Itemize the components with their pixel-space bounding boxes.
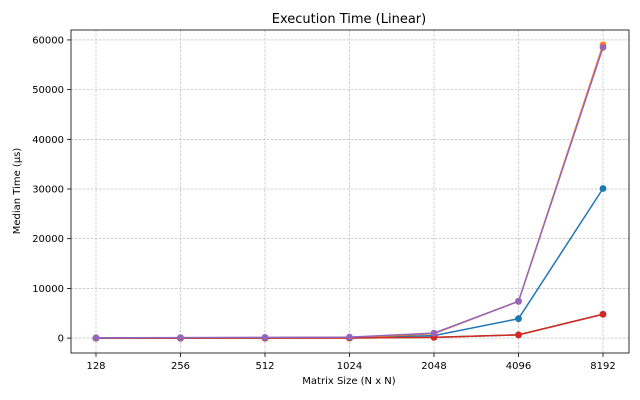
x-tick-label: 128 — [86, 361, 105, 372]
x-tick-label: 8192 — [590, 361, 615, 372]
plot-frame — [70, 29, 630, 354]
data-point — [430, 329, 438, 337]
x-tick-label: 512 — [255, 361, 274, 372]
y-tick-label: 60000 — [32, 35, 64, 46]
data-point — [515, 315, 522, 323]
data-point — [515, 297, 522, 305]
ticks-layer: 128 256 512 1024 2048 4096 8192 0 10000 20000 3000… — [32, 35, 616, 372]
x-tick-label: 2048 — [421, 361, 446, 372]
y-tick-label: 30000 — [32, 185, 64, 196]
y-tick-label: 20000 — [32, 234, 64, 245]
data-point — [261, 333, 269, 341]
y-tick-label: 0 — [58, 334, 64, 345]
y-tick-label: 50000 — [32, 85, 64, 96]
data-point — [177, 334, 184, 341]
series-layer — [92, 41, 607, 342]
chart-title: Execution Time (Linear) — [272, 12, 426, 27]
y-axis-label: Median Time (µs) — [12, 148, 23, 235]
x-tick-label: 1024 — [337, 361, 362, 372]
y-tick-label: 40000 — [32, 135, 64, 146]
data-point — [599, 185, 607, 192]
y-tick-label: 10000 — [32, 284, 64, 295]
data-point — [92, 334, 100, 342]
data-point — [515, 331, 522, 339]
grid-layer — [71, 30, 629, 353]
data-point — [599, 310, 607, 318]
x-axis-label: Matrix Size (N x N) — [302, 376, 396, 387]
data-point — [599, 43, 607, 51]
data-point — [346, 333, 353, 341]
series-5 — [92, 43, 607, 342]
x-tick-label: 256 — [171, 361, 190, 372]
x-tick-label: 4096 — [506, 361, 531, 372]
